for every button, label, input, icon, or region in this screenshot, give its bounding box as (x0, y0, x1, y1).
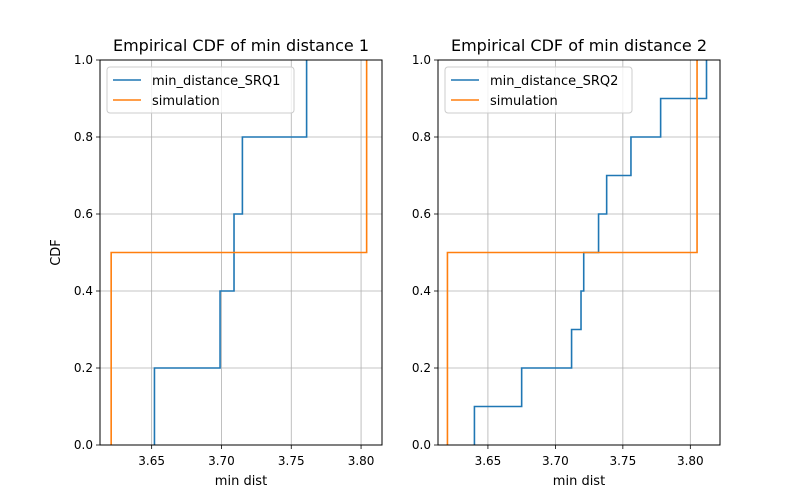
legend-label-min-distance-srq2: min_distance_SRQ2 (490, 74, 618, 89)
x-axis-label: min dist (215, 474, 267, 489)
y-axis-label: CDF (49, 239, 64, 266)
y-tick-label: 0.8 (412, 130, 431, 144)
x-axis-ticks: 3.65 3.70 3.75 3.80 (475, 445, 704, 468)
y-tick-label: 0.2 (412, 361, 431, 375)
y-tick-label: 0.8 (74, 130, 93, 144)
x-tick-label: 3.75 (609, 454, 636, 468)
plot-area (446, 60, 708, 445)
y-tick-label: 0.4 (412, 284, 431, 298)
y-axis-ticks: 0.0 0.2 0.4 0.6 0.8 1.0 (74, 53, 100, 452)
x-tick-label: 3.70 (542, 454, 569, 468)
subplot-min-distance-2: 3.65 3.70 3.75 3.80 0.0 0.2 0.4 0.6 0.8 1.0 Empi… (412, 36, 721, 489)
x-tick-label: 3.70 (208, 454, 235, 468)
x-tick-label: 3.75 (278, 454, 305, 468)
plot-area (110, 60, 368, 445)
legend-box (444, 66, 633, 114)
y-tick-label: 0.0 (412, 438, 431, 452)
series-line-simulation (110, 60, 368, 445)
series-group (446, 60, 708, 445)
legend-label-simulation: simulation (152, 94, 220, 109)
legend: min_distance_SRQ2 simulation (444, 66, 633, 114)
subplot-title: Empirical CDF of min distance 2 (451, 36, 707, 55)
legend-label-min-distance-srq1: min_distance_SRQ1 (152, 74, 280, 89)
y-tick-label: 0.6 (74, 207, 93, 221)
y-tick-label: 1.0 (74, 53, 93, 67)
y-tick-label: 0.2 (74, 361, 93, 375)
axes-frame (99, 59, 383, 446)
x-axis-ticks: 3.65 3.70 3.75 3.80 (138, 445, 374, 468)
y-tick-label: 0.4 (74, 284, 93, 298)
series-line-simulation (446, 60, 698, 445)
axes-frame (437, 59, 721, 446)
y-tick-label: 0.6 (412, 207, 431, 221)
legend: min_distance_SRQ1 simulation (106, 66, 295, 114)
y-tick-label: 1.0 (412, 53, 431, 67)
x-tick-label: 3.65 (475, 454, 502, 468)
x-tick-label: 3.80 (677, 454, 704, 468)
x-tick-label: 3.80 (348, 454, 375, 468)
y-axis-ticks: 0.0 0.2 0.4 0.6 0.8 1.0 (412, 53, 438, 452)
x-tick-label: 3.65 (138, 454, 165, 468)
series-group (110, 60, 368, 445)
legend-box (106, 66, 295, 114)
legend-label-simulation: simulation (490, 94, 558, 109)
y-tick-label: 0.0 (74, 438, 93, 452)
subplot-min-distance-1: 3.65 3.70 3.75 3.80 0.0 0.2 0.4 0.6 0.8 1.0 Empi… (49, 36, 383, 489)
x-axis-label: min dist (553, 474, 605, 489)
subplot-title: Empirical CDF of min distance 1 (113, 36, 369, 55)
